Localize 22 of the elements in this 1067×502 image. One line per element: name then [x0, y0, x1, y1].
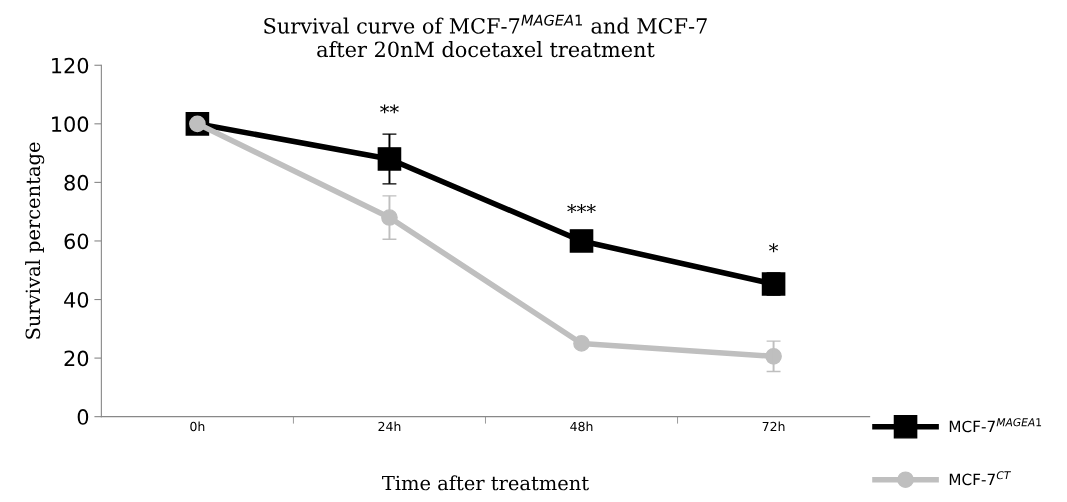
x-axis-title: Time after treatment: [382, 475, 589, 491]
y-tick-label: 20: [64, 350, 89, 367]
y-tick-label: 60: [64, 233, 89, 250]
annotation: ***: [567, 204, 596, 213]
point: [573, 335, 590, 352]
annotation: *: [769, 243, 779, 253]
chart-title: Survival curve of MCF-7$^{MAGEA1}$ and MCF-7 after 20nM docetaxel treatment: [264, 14, 707, 58]
y-tick-label: 100: [52, 116, 89, 133]
x-tick-label: 72h: [762, 421, 785, 432]
annotation: **: [380, 104, 399, 114]
y-tick-label: 80: [64, 174, 89, 191]
x-tick-label: 48h: [570, 421, 593, 432]
point: [377, 147, 402, 171]
y-tick-label: 120: [52, 57, 89, 74]
y-tick-label: 0: [77, 409, 89, 425]
x-tick-label: 0h: [190, 421, 205, 432]
x-tick-label: 24h: [378, 421, 401, 432]
point: [569, 229, 594, 253]
y-axis-title: Survival percentage: [25, 142, 45, 339]
legend-label: MCF-7$^{MAGEA1}$: [949, 418, 1042, 433]
legend-label: MCF-7$^{CT}$: [949, 471, 1012, 486]
y-tick-label: 40: [64, 291, 89, 308]
